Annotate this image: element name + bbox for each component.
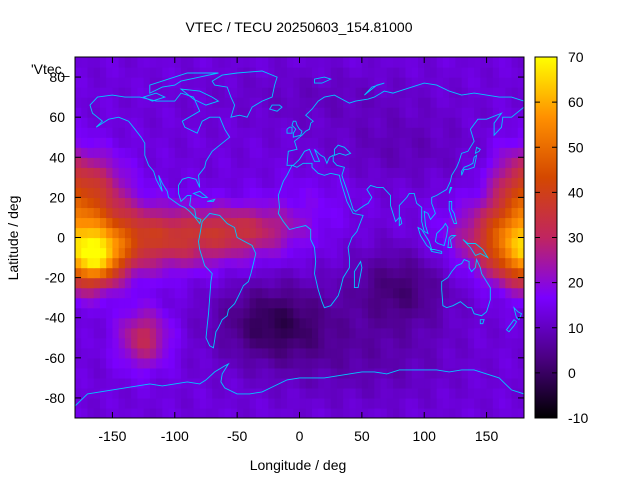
colorbar-tick-label: -10 xyxy=(568,410,588,426)
x-tick-label: 100 xyxy=(413,428,437,444)
colorbar-tick-label: 50 xyxy=(568,139,584,155)
x-tick-label: -50 xyxy=(227,428,247,444)
colorbar-tick-label: 0 xyxy=(568,365,576,381)
chart-title: VTEC / TECU 20250603_154.81000 xyxy=(185,19,412,35)
x-axis-label: Longitude / deg xyxy=(250,457,347,473)
y-tick-label: 0 xyxy=(57,230,65,246)
x-tick-label: 0 xyxy=(296,428,304,444)
key-label: 'Vtec_ xyxy=(31,61,70,77)
y-tick-label: 80 xyxy=(49,69,65,85)
x-tick-label: 50 xyxy=(354,428,370,444)
y-axis-label: Latitude / deg xyxy=(5,196,21,281)
x-tick-label: 150 xyxy=(475,428,499,444)
y-axis-ticks: -80 -60 -40 -20 0 20 40 60 80 xyxy=(45,69,524,406)
y-tick-label: 60 xyxy=(49,109,65,125)
heatmap-field xyxy=(75,57,524,418)
y-tick-label: -20 xyxy=(45,270,65,286)
colorbar-ticks: -10 0 10 20 30 40 50 60 70 xyxy=(535,49,588,426)
x-axis-ticks: -150 -100 -50 0 50 100 150 xyxy=(98,57,498,444)
colorbar-tick-label: 40 xyxy=(568,184,584,200)
coastline-overlay xyxy=(75,70,524,418)
colorbar-tick-label: 10 xyxy=(568,320,584,336)
colorbar-tick-label: 30 xyxy=(568,230,584,246)
y-tick-label: 20 xyxy=(49,189,65,205)
y-tick-label: -80 xyxy=(45,390,65,406)
y-tick-label: 40 xyxy=(49,149,65,165)
colorbar-tick-label: 70 xyxy=(568,49,584,65)
x-tick-label: -150 xyxy=(98,428,126,444)
y-tick-label: -60 xyxy=(45,350,65,366)
colorbar-tick-label: 20 xyxy=(568,275,584,291)
colorbar-tick-label: 60 xyxy=(568,94,584,110)
x-tick-label: -100 xyxy=(161,428,189,444)
y-tick-label: -40 xyxy=(45,310,65,326)
